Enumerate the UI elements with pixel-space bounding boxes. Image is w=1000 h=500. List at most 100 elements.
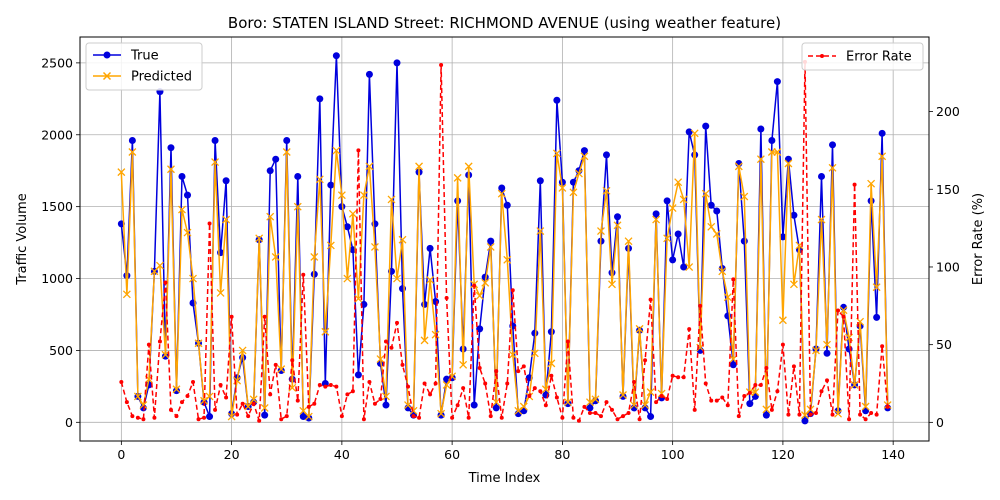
error-rate-point [372,401,377,406]
predicted-point [376,355,385,364]
predicted-point [249,395,258,404]
error-rate-point [703,381,708,386]
plot-area [117,52,892,425]
error-rate-point [328,383,333,388]
error-rate-point [736,414,741,419]
true-point [277,367,285,375]
true-point [553,96,561,104]
predicted-point [420,336,429,345]
error-rate-point [235,412,240,417]
predicted-point [530,349,539,358]
predicted-point [635,324,644,333]
error-rate-point [747,390,752,395]
predicted-point [668,204,677,213]
predicted-point [128,148,137,156]
true-point [829,141,837,149]
error-rate-point [714,398,719,403]
true-point [498,184,506,192]
x-tick-label: 80 [554,447,570,462]
predicted-point [679,195,688,204]
error-rate-point [251,401,256,406]
error-rate-point [731,277,736,282]
error-rate-point [174,414,179,419]
predicted-point [867,179,876,188]
predicted-point [734,162,743,171]
predicted-point [729,355,738,364]
predicted-point [630,401,639,410]
true-point [669,256,677,264]
true-point [382,401,390,409]
predicted-point [641,401,650,410]
true-point [305,414,313,422]
error-rate-point [621,414,626,419]
predicted-point [652,215,661,224]
error-rate-point [268,392,273,397]
error-rate-point [836,308,841,313]
predicted-point [878,152,887,161]
error-rate-point [847,417,852,422]
true-point [547,328,555,336]
true-point [713,207,721,215]
predicted-point [834,409,842,418]
predicted-point [712,230,721,238]
true-point [338,203,346,211]
plot-frame [79,36,930,442]
error-rate-point [422,381,427,386]
error-rate-point [610,407,615,412]
predicted-point [453,173,462,182]
predicted-point [183,228,192,237]
true-point [294,172,302,180]
y2-tick-label: 150 [936,182,960,197]
true-point [172,387,180,395]
true-point [332,52,340,60]
true-point [393,59,401,67]
error-rate-point [157,339,162,344]
x-tick-label: 120 [771,447,795,462]
error-rate-point [582,404,587,409]
true-point [602,151,610,159]
error-rate-point [780,342,785,347]
predicted-point [326,241,335,250]
true-point [261,411,269,419]
error-rate-point [400,362,405,367]
error-rate-point [516,369,521,374]
error-rate-point [168,407,173,412]
predicted-point [585,398,594,407]
error-rate-point [213,407,218,412]
error-rate-point [135,415,140,420]
error-rate-point [813,411,818,416]
true-point [740,237,748,245]
true-point [614,213,622,221]
y2-tick-label: 0 [936,415,944,430]
error-rate-point [229,314,234,319]
error-rate-point [598,414,603,419]
predicted-point [740,192,749,201]
legend-true-label: True [130,49,159,64]
error-rate-point [146,342,151,347]
predicted-point [337,191,346,200]
predicted-point [773,148,782,156]
error-rate-point [185,393,190,398]
predicted-point [205,392,214,401]
y-axis-right: 0 50 100 150 200 [929,104,960,430]
predicted-point [244,402,253,411]
error-rate-point [692,407,697,412]
predicted-point [591,395,600,404]
predicted-point [723,293,732,302]
error-rate-point [769,407,774,412]
true-point [779,233,787,241]
predicted-point [277,365,286,374]
error-rate-point [312,401,317,406]
predicted-point [431,330,440,339]
predicted-point [117,168,126,177]
error-rate-point [224,395,229,400]
error-rate-point [163,280,168,285]
error-rate-point [720,395,725,400]
true-point [222,177,230,185]
predicted-point [558,184,567,192]
true-point [437,411,445,419]
predicted-point [789,280,798,289]
true-point [272,155,280,163]
true-point [321,379,329,387]
predicted-point [839,306,848,315]
